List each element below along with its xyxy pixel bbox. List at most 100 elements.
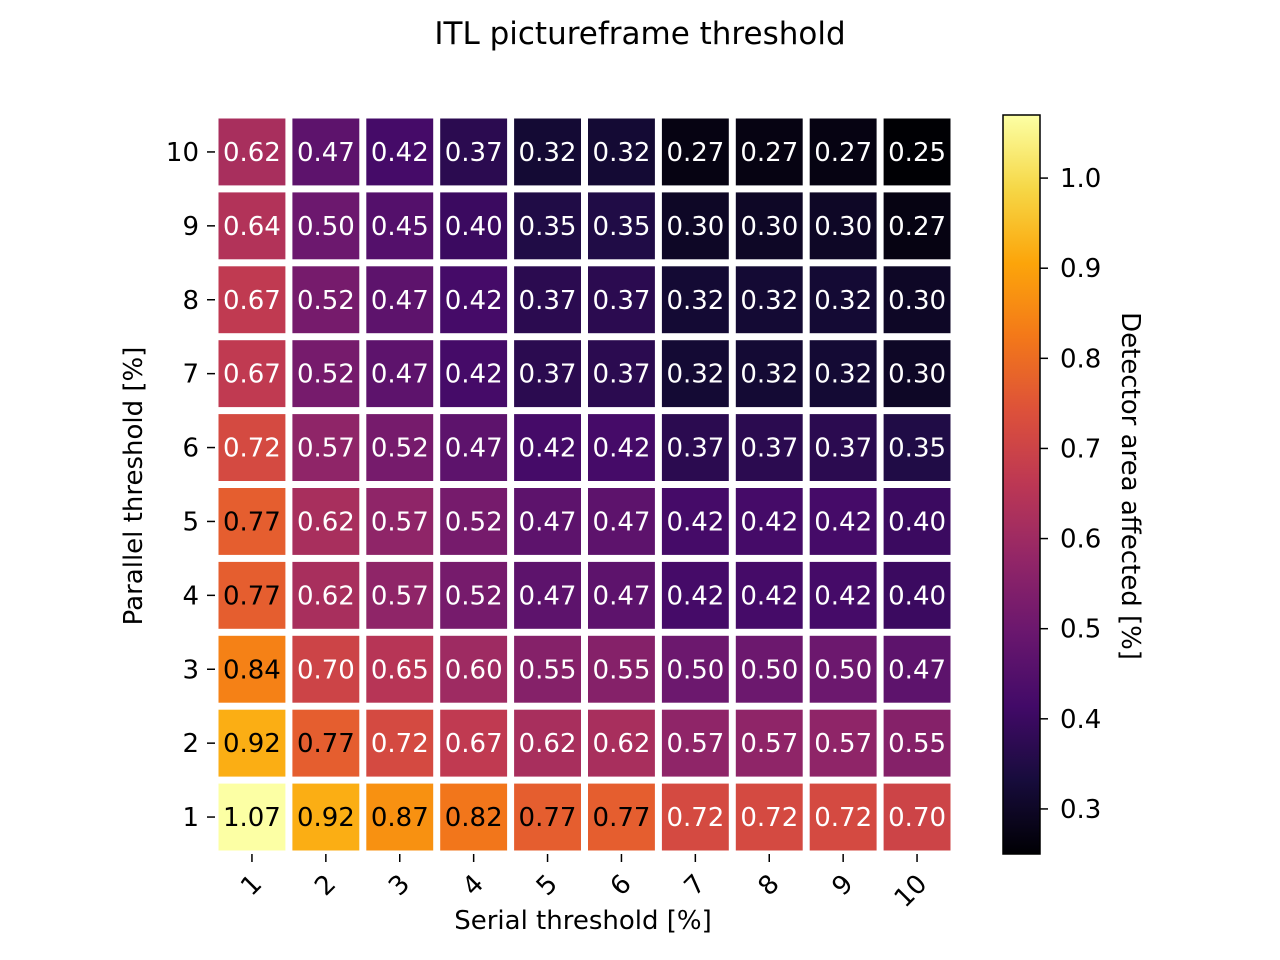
cell-value-label: 0.67 [223,286,281,316]
cell-value-label: 0.25 [888,138,946,168]
heatmap-cell [588,192,655,260]
cell-value-label: 0.72 [371,729,429,759]
cell-value-label: 0.42 [814,581,872,611]
x-tick-label: 5 [531,869,564,902]
heatmap-cell [292,118,360,186]
heatmap-cell [735,709,803,777]
cell-value-label: 0.47 [297,138,355,168]
x-axis-ticks: 1 2 3 4 5 6 7 8 9 10 [235,854,933,914]
cell-value-label: 0.60 [445,655,503,685]
cell-value-label: 0.30 [666,212,724,242]
cell-value-label: 0.32 [593,138,651,168]
heatmap-cell [588,340,655,408]
cell-value-label: 0.47 [371,286,429,316]
heatmap-cell [218,192,286,260]
heatmap-cell [809,561,877,629]
heatmap-cell [440,488,508,555]
y-tick-label: 8 [182,286,199,316]
heatmap-cell [292,561,360,629]
cell-value-label: 0.42 [666,581,724,611]
heatmap-cell [218,783,286,851]
heatmap-cell [809,192,877,260]
x-tick-label: 6 [605,869,638,902]
heatmap-cell [661,340,729,408]
x-tick-label: 2 [309,869,342,902]
heatmap-cell [735,340,803,408]
y-tick-label: 2 [182,729,199,759]
cell-value-label: 0.62 [593,729,651,759]
heatmap-cell [809,709,877,777]
cell-value-label: 0.55 [888,729,946,759]
heatmap-cell [366,488,434,555]
cell-value-label: 0.40 [888,581,946,611]
heatmap-cell [366,192,434,260]
x-axis-label: Serial threshold [%] [454,906,712,936]
heatmap-cells: 0.62 0.47 0.42 0.37 0.32 0.32 0.27 0.27 0.27 0.25… [218,118,951,851]
heatmap-cell [292,340,360,408]
heatmap-cell [440,783,508,851]
cell-value-label: 0.32 [666,360,724,390]
cell-value-label: 0.32 [666,286,724,316]
cell-value-label: 0.42 [740,508,798,538]
y-axis-ticks: 10 9 8 7 6 5 4 3 2 1 [166,138,215,833]
cell-value-label: 0.62 [519,729,577,759]
cell-value-label: 0.72 [223,434,281,464]
cell-value-label: 0.84 [223,655,281,685]
heatmap-cell [218,561,286,629]
heatmap-cell [661,488,729,555]
colorbar-tick-label: 0.9 [1060,254,1101,284]
colorbar-tick-label: 0.8 [1060,344,1101,374]
heatmap-cell [809,266,877,334]
heatmap-cell [514,783,581,851]
heatmap-cell [809,118,877,186]
heatmap-cell [735,488,803,555]
cell-value-label: 0.65 [371,655,429,685]
heatmap-cell [292,783,360,851]
heatmap-cell [588,635,655,703]
heatmap-cell [661,192,729,260]
heatmap-cell [514,118,581,186]
heatmap-cell [809,340,877,408]
cell-value-label: 0.47 [519,508,577,538]
heatmap-cell [366,266,434,334]
cell-value-label: 0.50 [814,655,872,685]
heatmap-cell [588,118,655,186]
cell-value-label: 0.27 [888,212,946,242]
colorbar-tick-label: 0.5 [1060,615,1101,645]
heatmap-cell [440,635,508,703]
cell-value-label: 0.77 [519,803,577,833]
heatmap-cell [440,192,508,260]
y-axis-label: Parallel threshold [%] [119,347,149,626]
cell-value-label: 0.35 [593,212,651,242]
cell-value-label: 0.67 [223,360,281,390]
cell-value-label: 0.32 [814,286,872,316]
cell-value-label: 0.82 [445,803,503,833]
cell-value-label: 0.77 [223,508,281,538]
colorbar-tick-label: 0.3 [1060,795,1101,825]
heatmap-cell [735,635,803,703]
cell-value-label: 0.37 [666,434,724,464]
cell-value-label: 0.72 [666,803,724,833]
heatmap-cell [292,414,360,481]
cell-value-label: 0.40 [888,508,946,538]
cell-value-label: 0.87 [371,803,429,833]
cell-value-label: 0.57 [371,581,429,611]
heatmap-cell [588,414,655,481]
heatmap-cell [883,340,951,408]
heatmap-cell [514,561,581,629]
heatmap-cell [440,414,508,481]
heatmap-cell [292,709,360,777]
heatmap-cell [514,488,581,555]
heatmap-cell [661,266,729,334]
cell-value-label: 0.62 [297,581,355,611]
cell-value-label: 0.42 [519,434,577,464]
cell-value-label: 0.52 [371,434,429,464]
cell-value-label: 0.62 [297,508,355,538]
y-tick-label: 5 [182,507,199,537]
cell-value-label: 0.37 [740,434,798,464]
chart-title: ITL pictureframe threshold [434,16,845,52]
heatmap-cell [735,783,803,851]
heatmap-cell [883,414,951,481]
heatmap-cell [883,561,951,629]
cell-value-label: 0.52 [445,508,503,538]
